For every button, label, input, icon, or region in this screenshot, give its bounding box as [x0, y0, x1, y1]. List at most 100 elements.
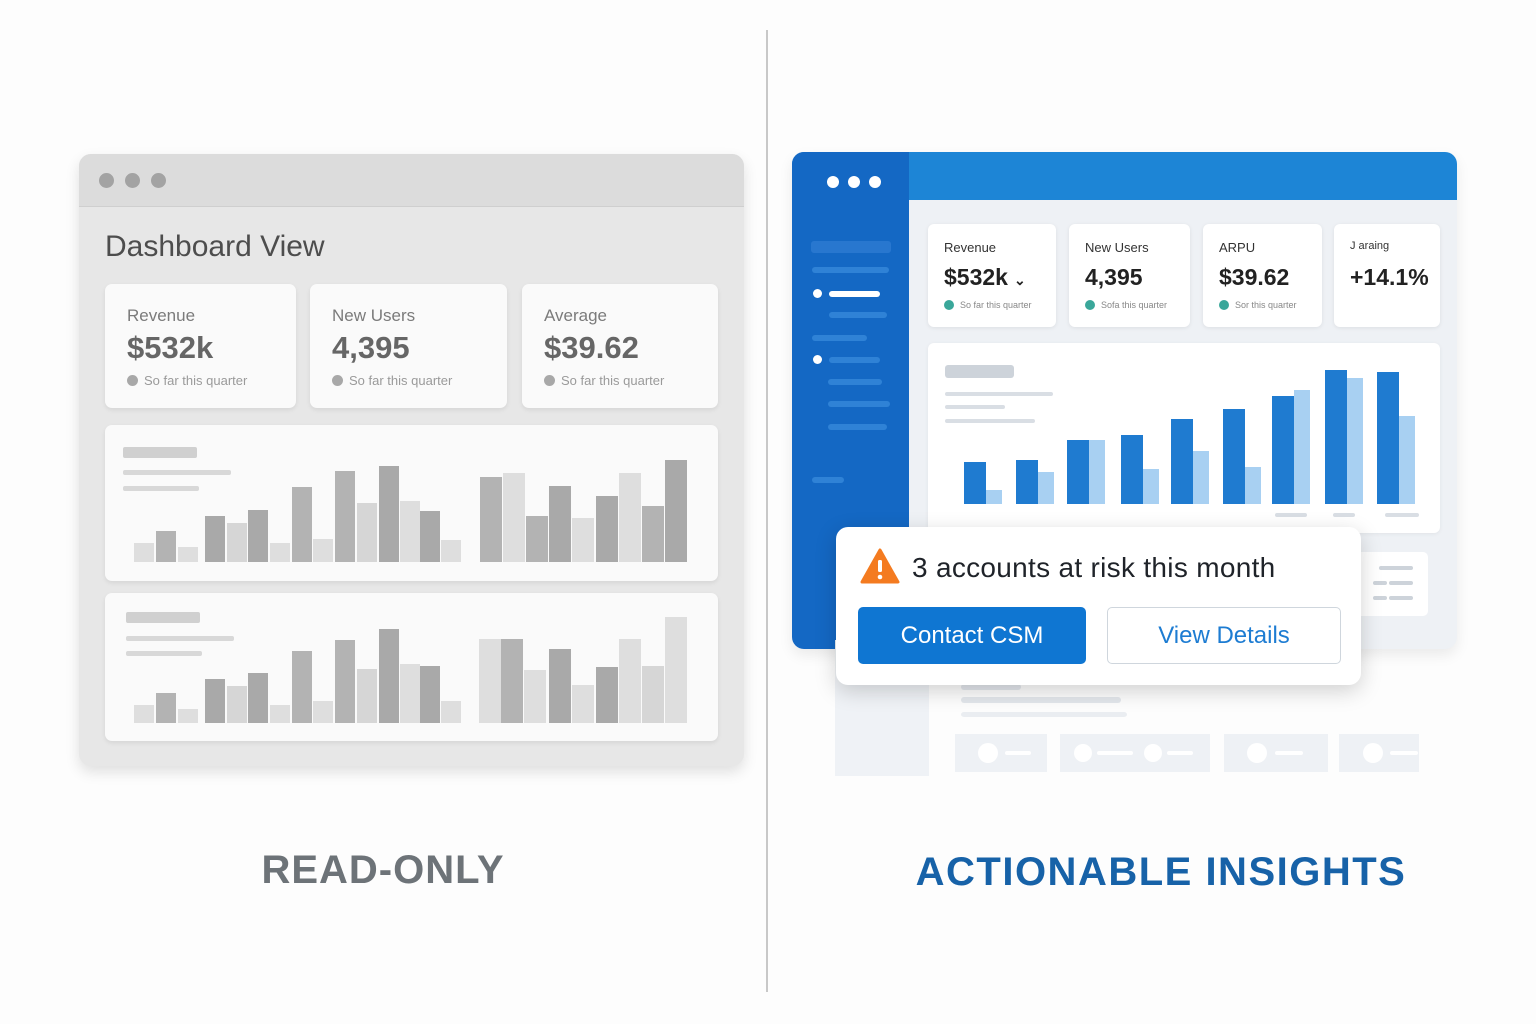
bar	[479, 639, 501, 723]
bar	[572, 518, 594, 562]
card-label: New Users	[1085, 240, 1149, 255]
card-label: J araing	[1350, 240, 1390, 252]
sidebar-item-placeholder[interactable]	[829, 312, 887, 318]
bar	[1272, 396, 1294, 504]
new-users-card: New Users 4,395 So far this quarter	[310, 284, 507, 408]
sidebar-item-placeholder[interactable]	[812, 477, 844, 483]
bar	[501, 639, 523, 723]
placeholder-title	[945, 365, 1014, 378]
bar	[420, 511, 440, 562]
bar	[1325, 370, 1347, 504]
card-value: $39.62	[1219, 264, 1290, 290]
bar	[1294, 390, 1310, 504]
status-dot-icon	[1219, 300, 1229, 310]
read-only-window: Dashboard View Revenue $532k So far this…	[79, 154, 744, 766]
bar	[665, 617, 687, 723]
placeholder-line	[945, 392, 1053, 396]
sidebar-item-placeholder[interactable]	[828, 424, 887, 430]
bar	[420, 666, 440, 723]
bar	[596, 667, 618, 723]
sidebar-item-active[interactable]	[829, 291, 880, 297]
bar	[270, 705, 290, 723]
bar	[1399, 416, 1415, 504]
card-note-text: So far this quarter	[960, 300, 1032, 310]
card-note-text: So far this quarter	[144, 373, 248, 388]
card-label: Revenue	[944, 240, 997, 255]
bar	[313, 539, 333, 562]
bar	[1089, 440, 1105, 504]
sidebar-item-placeholder[interactable]	[828, 379, 882, 385]
window-dot-icon	[125, 173, 140, 188]
window-dot-icon	[827, 176, 839, 188]
bar-series	[964, 370, 1415, 504]
bar-group-left	[134, 466, 461, 562]
card-value: +14.1%	[1350, 264, 1429, 290]
card-value: 4,395	[1085, 264, 1143, 290]
bar	[227, 523, 247, 562]
bar	[313, 701, 333, 723]
placeholder-line	[123, 470, 231, 475]
bar	[357, 503, 377, 562]
axis-placeholder	[1333, 513, 1355, 517]
card-label: ARPU	[1219, 240, 1256, 255]
bar	[1016, 460, 1038, 504]
bar	[642, 506, 664, 562]
revenue-card: Revenue $532k So far this quarter	[105, 284, 296, 408]
placeholder-line	[126, 636, 234, 641]
bar	[619, 639, 641, 723]
bar	[1038, 472, 1054, 504]
contact-csm-button[interactable]: Contact CSM	[858, 607, 1086, 664]
status-dot-icon	[332, 375, 343, 386]
card-note: So far this quarter	[944, 300, 1032, 310]
axis-placeholder	[1275, 513, 1307, 517]
sidebar-item-placeholder[interactable]	[812, 267, 889, 273]
bar	[379, 466, 399, 562]
bar	[292, 651, 312, 723]
window-titlebar	[79, 154, 744, 207]
bar	[178, 709, 198, 723]
bar	[1193, 451, 1209, 504]
new-users-card: New Users 4,395 Sofa this quarter	[1069, 224, 1190, 327]
card-note: Sor this quarter	[1219, 300, 1297, 310]
sidebar-item-placeholder[interactable]	[828, 401, 890, 407]
sidebar-dot-icon	[813, 289, 822, 298]
bar	[205, 679, 225, 723]
bar	[549, 649, 571, 723]
placeholder-line	[945, 419, 1035, 423]
card-note: Sofa this quarter	[1085, 300, 1167, 310]
bar	[178, 547, 198, 562]
average-card: Average $39.62 So far this quarter	[522, 284, 718, 408]
card-note-text: So far this quarter	[561, 373, 665, 388]
card-note-text: Sofa this quarter	[1101, 300, 1168, 310]
bar-group-right	[479, 617, 687, 723]
sidebar-item-placeholder[interactable]	[829, 357, 880, 363]
center-divider	[766, 30, 768, 992]
placeholder-line	[123, 486, 199, 491]
card-value: 4,395	[332, 330, 410, 365]
sidebar-dot-icon	[813, 355, 822, 364]
window-dot-icon	[151, 173, 166, 188]
bar	[227, 686, 247, 723]
bar-group-left	[134, 629, 461, 723]
sidebar-item-placeholder[interactable]	[812, 335, 867, 341]
placeholder-line	[945, 405, 1005, 409]
view-details-button[interactable]: View Details	[1107, 607, 1341, 664]
card-label: Revenue	[127, 306, 196, 325]
card-value: $532k	[127, 330, 214, 365]
bar	[357, 669, 377, 723]
bar	[441, 540, 461, 562]
chevron-down-icon[interactable]: ⌄	[1013, 272, 1026, 288]
bar	[964, 462, 986, 504]
card-label: Average	[544, 306, 608, 325]
actionable-insights-caption: ACTIONABLE INSIGHTS	[915, 850, 1407, 894]
card-label: New Users	[332, 306, 416, 325]
sidebar-item-placeholder[interactable]	[811, 241, 891, 253]
bar	[1143, 469, 1159, 504]
card-note: So far this quarter	[127, 373, 247, 388]
growth-card: J araing +14.1%	[1334, 224, 1440, 327]
bar	[619, 473, 641, 562]
status-dot-icon	[944, 300, 954, 310]
bar	[335, 471, 355, 562]
bar	[1121, 435, 1143, 504]
bar	[480, 477, 502, 562]
